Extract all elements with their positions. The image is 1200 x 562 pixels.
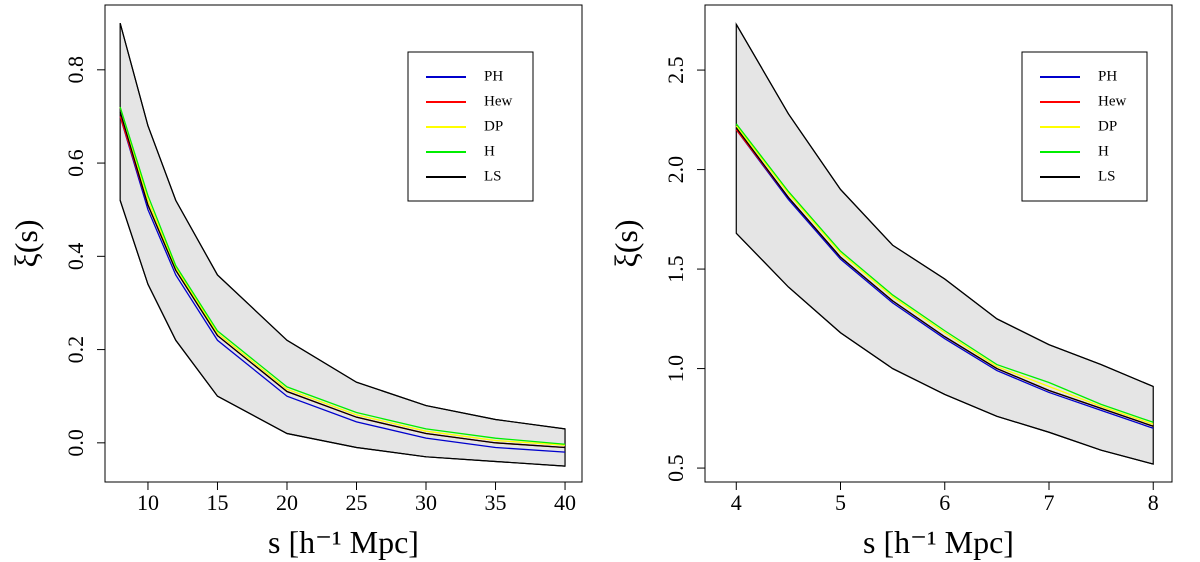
y-tick-label: 2.0 — [663, 156, 688, 184]
x-tick-label: 10 — [137, 490, 159, 515]
y-tick-label: 2.5 — [663, 56, 688, 84]
series-line — [735, 125, 1154, 425]
band-lower — [119, 200, 566, 467]
legend-label: Hew — [1098, 93, 1126, 109]
y-tick-label: 0.2 — [63, 336, 88, 364]
legend-label: H — [484, 143, 495, 159]
band-upper — [119, 23, 566, 430]
x-tick-label: 40 — [554, 490, 576, 515]
legend-label: DP — [1098, 118, 1117, 134]
plot-frame — [704, 4, 1173, 483]
y-tick-label: 1.5 — [663, 255, 688, 283]
x-tick-label: 8 — [1148, 490, 1159, 515]
series-line — [119, 111, 566, 449]
plot-frame — [104, 4, 583, 483]
x-tick-label: 20 — [276, 490, 298, 515]
y-axis-title: ξ(s) — [8, 219, 44, 267]
x-tick-label: 6 — [939, 490, 950, 515]
x-axis-title: s [h⁻¹ Mpc] — [268, 524, 419, 560]
y-axis-title: ξ(s) — [608, 219, 644, 267]
band-upper — [735, 24, 1154, 388]
legend-label: LS — [484, 168, 502, 184]
legend-label: DP — [484, 118, 503, 134]
legend-label: PH — [484, 68, 503, 84]
y-tick-label: 0.4 — [63, 243, 88, 271]
x-tick-label: 15 — [206, 490, 228, 515]
y-tick-label: 0.6 — [63, 149, 88, 177]
y-tick-label: 0.8 — [63, 56, 88, 84]
x-tick-label: 4 — [731, 490, 742, 515]
x-tick-label: 5 — [835, 490, 846, 515]
series-line — [119, 106, 566, 446]
y-tick-label: 0.0 — [63, 429, 88, 457]
x-tick-label: 25 — [345, 490, 367, 515]
legend-label: Hew — [484, 93, 512, 109]
series-line — [735, 127, 1154, 427]
y-tick-label: 1.0 — [663, 355, 688, 383]
legend-label: H — [1098, 143, 1109, 159]
x-axis-title: s [h⁻¹ Mpc] — [863, 524, 1014, 560]
legend-label: PH — [1098, 68, 1117, 84]
x-tick-label: 30 — [415, 490, 437, 515]
series-line — [119, 106, 566, 445]
y-tick-label: 0.5 — [663, 454, 688, 482]
legend-label: LS — [1098, 168, 1116, 184]
series-line — [119, 116, 566, 453]
series-line — [735, 129, 1154, 429]
x-tick-label: 7 — [1043, 490, 1054, 515]
band-lower — [735, 232, 1154, 465]
series-line — [735, 123, 1154, 423]
x-tick-label: 35 — [485, 490, 507, 515]
